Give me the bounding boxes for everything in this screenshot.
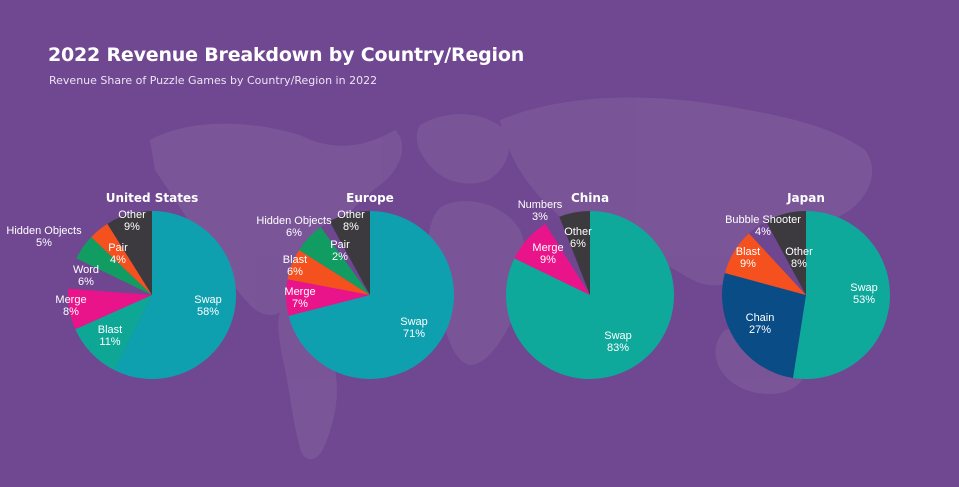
slice-label-swap: Swap: [194, 294, 222, 306]
pie-slice-merge[interactable]: [286, 279, 370, 316]
slice-value-merge: 9%: [540, 254, 556, 266]
pie-slice-chain[interactable]: [722, 273, 806, 378]
slice-value-swap: 58%: [197, 306, 219, 318]
slice-label-hidden-objects: Hidden Objects: [256, 215, 332, 227]
pie-slice-swap[interactable]: [792, 211, 890, 379]
slice-label-hidden-objects: Hidden Objects: [6, 225, 82, 237]
slice-value-blast: 9%: [740, 258, 756, 270]
pie-slice-pair[interactable]: [91, 223, 152, 295]
pie-chart-title: China: [571, 191, 609, 205]
slice-label-other: Other: [564, 226, 592, 238]
pie-slice-word[interactable]: [68, 258, 152, 295]
slice-value-word: 6%: [78, 276, 94, 288]
pie-slice-merge[interactable]: [514, 223, 590, 295]
slice-label-swap: Swap: [604, 330, 632, 342]
slice-label-pair: Pair: [108, 242, 128, 254]
pie-slice-blast[interactable]: [75, 295, 152, 371]
pie-slice-swap[interactable]: [506, 211, 675, 379]
pie-slice-blast[interactable]: [287, 249, 370, 295]
slice-label-swap: Swap: [850, 282, 878, 294]
slice-label-swap: Swap: [400, 316, 428, 328]
slice-label-numbers: Numbers: [518, 199, 563, 211]
slice-value-merge: 7%: [292, 298, 308, 310]
pie-slice-swap[interactable]: [288, 211, 455, 379]
slice-value-swap: 71%: [403, 328, 425, 340]
slice-value-blast: 6%: [287, 266, 303, 278]
slice-label-other: Other: [785, 246, 813, 258]
slice-value-hidden-objects: 5%: [36, 237, 52, 249]
pie-slice-merge[interactable]: [67, 288, 152, 330]
pie-slice-blast[interactable]: [724, 233, 806, 295]
pie-slice-other[interactable]: [329, 211, 370, 295]
pie-slice-pair[interactable]: [320, 221, 370, 295]
slice-label-pair: Pair: [330, 239, 350, 251]
slice-label-bubble-shooter: Bubble Shooter: [725, 214, 801, 226]
slice-value-pair: 4%: [110, 254, 126, 266]
slice-value-blast: 11%: [99, 336, 120, 348]
pie-slice-other[interactable]: [107, 211, 152, 295]
slice-label-other: Other: [118, 209, 146, 221]
pie-slice-numbers[interactable]: [545, 216, 590, 295]
slice-value-swap: 53%: [853, 294, 875, 306]
pie-slice-other[interactable]: [765, 211, 806, 295]
slice-value-bubble-shooter: 4%: [755, 226, 771, 238]
slice-value-other: 6%: [570, 238, 586, 250]
slice-value-numbers: 3%: [532, 211, 548, 223]
slice-value-other: 9%: [124, 221, 140, 233]
pie-slice-hidden-objects[interactable]: [76, 237, 152, 295]
slice-label-blast: Blast: [98, 324, 122, 336]
slice-label-blast: Blast: [283, 254, 307, 266]
slice-label-merge: Merge: [55, 294, 86, 306]
pie-chart-title: United States: [106, 191, 199, 205]
slice-value-merge: 8%: [63, 306, 79, 318]
slice-value-pair: 2%: [332, 251, 348, 263]
pie-slice-other[interactable]: [559, 211, 590, 295]
slice-label-blast: Blast: [736, 246, 760, 258]
slice-label-chain: Chain: [746, 312, 775, 324]
slice-value-other: 8%: [791, 258, 807, 270]
pie-slice-bubble-shooter[interactable]: [748, 221, 806, 295]
slice-label-other: Other: [337, 209, 365, 221]
page-subtitle: Revenue Share of Puzzle Games by Country…: [49, 74, 378, 87]
slice-label-word: Word: [73, 264, 99, 276]
page-title: 2022 Revenue Breakdown by Country/Region: [48, 44, 525, 66]
slice-value-swap: 83%: [607, 342, 629, 354]
slice-label-merge: Merge: [284, 286, 315, 298]
pie-chart-title: Japan: [786, 191, 825, 205]
pie-charts-group: United StatesSwap58%Blast11%Merge8%Word6…: [6, 191, 890, 379]
slice-label-merge: Merge: [532, 242, 563, 254]
slice-value-other: 8%: [343, 221, 359, 233]
pie-slice-hidden-objects[interactable]: [299, 227, 370, 295]
slice-value-chain: 27%: [749, 324, 771, 336]
pie-slice-swap[interactable]: [114, 211, 236, 379]
pie-chart-title: Europe: [346, 191, 394, 205]
slice-value-hidden-objects: 6%: [286, 227, 302, 239]
